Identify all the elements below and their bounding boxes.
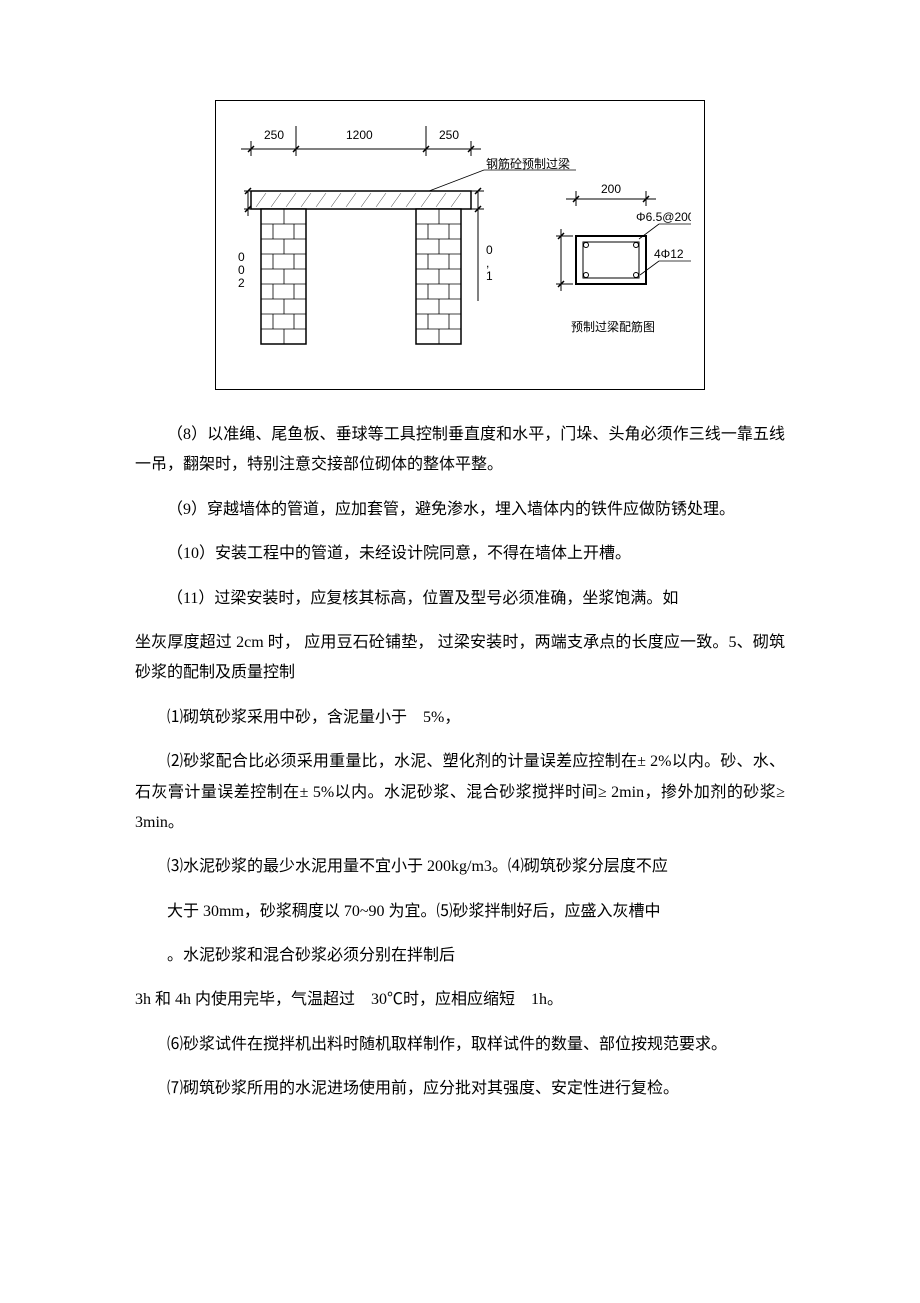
para-s3: ⑶水泥砂浆的最少水泥用量不宜小于 200kg/m3。⑷砌筑砂浆分层度不应	[135, 852, 785, 882]
para-s7: ⑺砌筑砂浆所用的水泥进场使用前，应分批对其强度、安定性进行复检。	[135, 1074, 785, 1104]
para-s6: ⑹砂浆试件在搅拌机出料时随机取样制作，取样试件的数量、部位按规范要求。	[135, 1030, 785, 1060]
section-title: 预制过梁配筋图	[571, 319, 655, 334]
section-200: 200	[601, 182, 621, 196]
lintel-diagram: 250 1200 250 钢筋砼预制过梁	[215, 100, 705, 390]
beam-label: 钢筋砼预制过梁	[486, 156, 570, 171]
left-height-2: 2	[238, 276, 245, 290]
para-s3c: 。水泥砂浆和混合砂浆必须分别在拌制后	[135, 941, 785, 971]
para-s3b: 大于 30mm，砂浆稠度以 70~90 为宜。⑸砂浆拌制好后，应盛入灰槽中	[135, 897, 785, 927]
para-10: （10）安装工程中的管道，未经设计院同意，不得在墙体上开槽。	[135, 539, 785, 569]
right-height-dim: 0 , 1	[471, 188, 493, 301]
section-detail: 200 Φ6.5@200 4Φ12 预制过梁配筋图	[556, 182, 691, 334]
stirrup-label: Φ6.5@200	[636, 210, 691, 224]
para-11: （11）过梁安装时，应复核其标高，位置及型号必须准确，坐浆饱满。如	[135, 584, 785, 614]
dim-250-left: 250	[264, 128, 284, 142]
para-9: （9）穿越墙体的管道，应加套管，避免渗水，埋入墙体内的铁件应做防锈处理。	[135, 495, 785, 525]
right-height-1: 1	[486, 269, 493, 283]
para-11b: 坐灰厚度超过 2cm 时， 应用豆石砼铺垫， 过梁安装时，两端支承点的长度应一致…	[135, 628, 785, 689]
para-s2: ⑵砂浆配合比必须采用重量比，水泥、塑化剂的计量误差应控制在± 2%以内。砂、水、…	[135, 747, 785, 838]
right-height-0: 0	[486, 243, 493, 257]
left-pier	[261, 209, 306, 344]
para-s5: 3h 和 4h 内使用完毕，气温超过 30℃时，应相应缩短 1h。	[135, 985, 785, 1015]
right-pier	[416, 209, 461, 344]
lintel-beam	[251, 191, 471, 209]
para-s1: ⑴砌筑砂浆采用中砂，含泥量小于 5%，	[135, 703, 785, 733]
dim-250-right: 250	[439, 128, 459, 142]
left-height-0b: 0	[238, 263, 245, 277]
left-height-0: 0	[238, 250, 245, 264]
para-8: （8）以准绳、尾鱼板、垂球等工具控制垂直度和水平，门垛、头角必须作三线一靠五线一…	[135, 420, 785, 481]
beam-label-group: 钢筋砼预制过梁	[416, 156, 576, 196]
right-height-comma: ,	[486, 256, 489, 270]
dim-1200: 1200	[346, 128, 373, 142]
diagram-svg: 250 1200 250 钢筋砼预制过梁	[236, 121, 691, 371]
top-dimensions: 250 1200 250	[241, 126, 481, 156]
rebar-label: 4Φ12	[654, 247, 684, 261]
